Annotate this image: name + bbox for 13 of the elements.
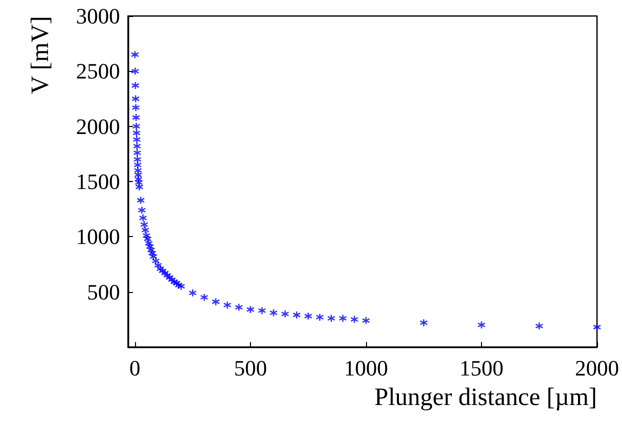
- x-tick-label: 1500: [459, 356, 504, 380]
- x-tick-label: 500: [234, 356, 267, 380]
- y-tick-label: 1000: [76, 224, 120, 250]
- x-tick-label: 1000: [344, 356, 388, 380]
- y-tick-label: 2000: [76, 114, 120, 139]
- y-axis-title: V [mV]: [27, 16, 54, 94]
- x-tick-label: 2000: [575, 356, 619, 380]
- y-tick-label: 3000: [76, 4, 120, 28]
- y-tick-label: 1500: [76, 169, 120, 194]
- y-tick-label: 500: [87, 279, 120, 304]
- x-tick-label: 0: [129, 356, 140, 380]
- y-tick-label: 2500: [76, 58, 120, 84]
- x-axis-title: Plunger distance [µm]: [374, 384, 597, 411]
